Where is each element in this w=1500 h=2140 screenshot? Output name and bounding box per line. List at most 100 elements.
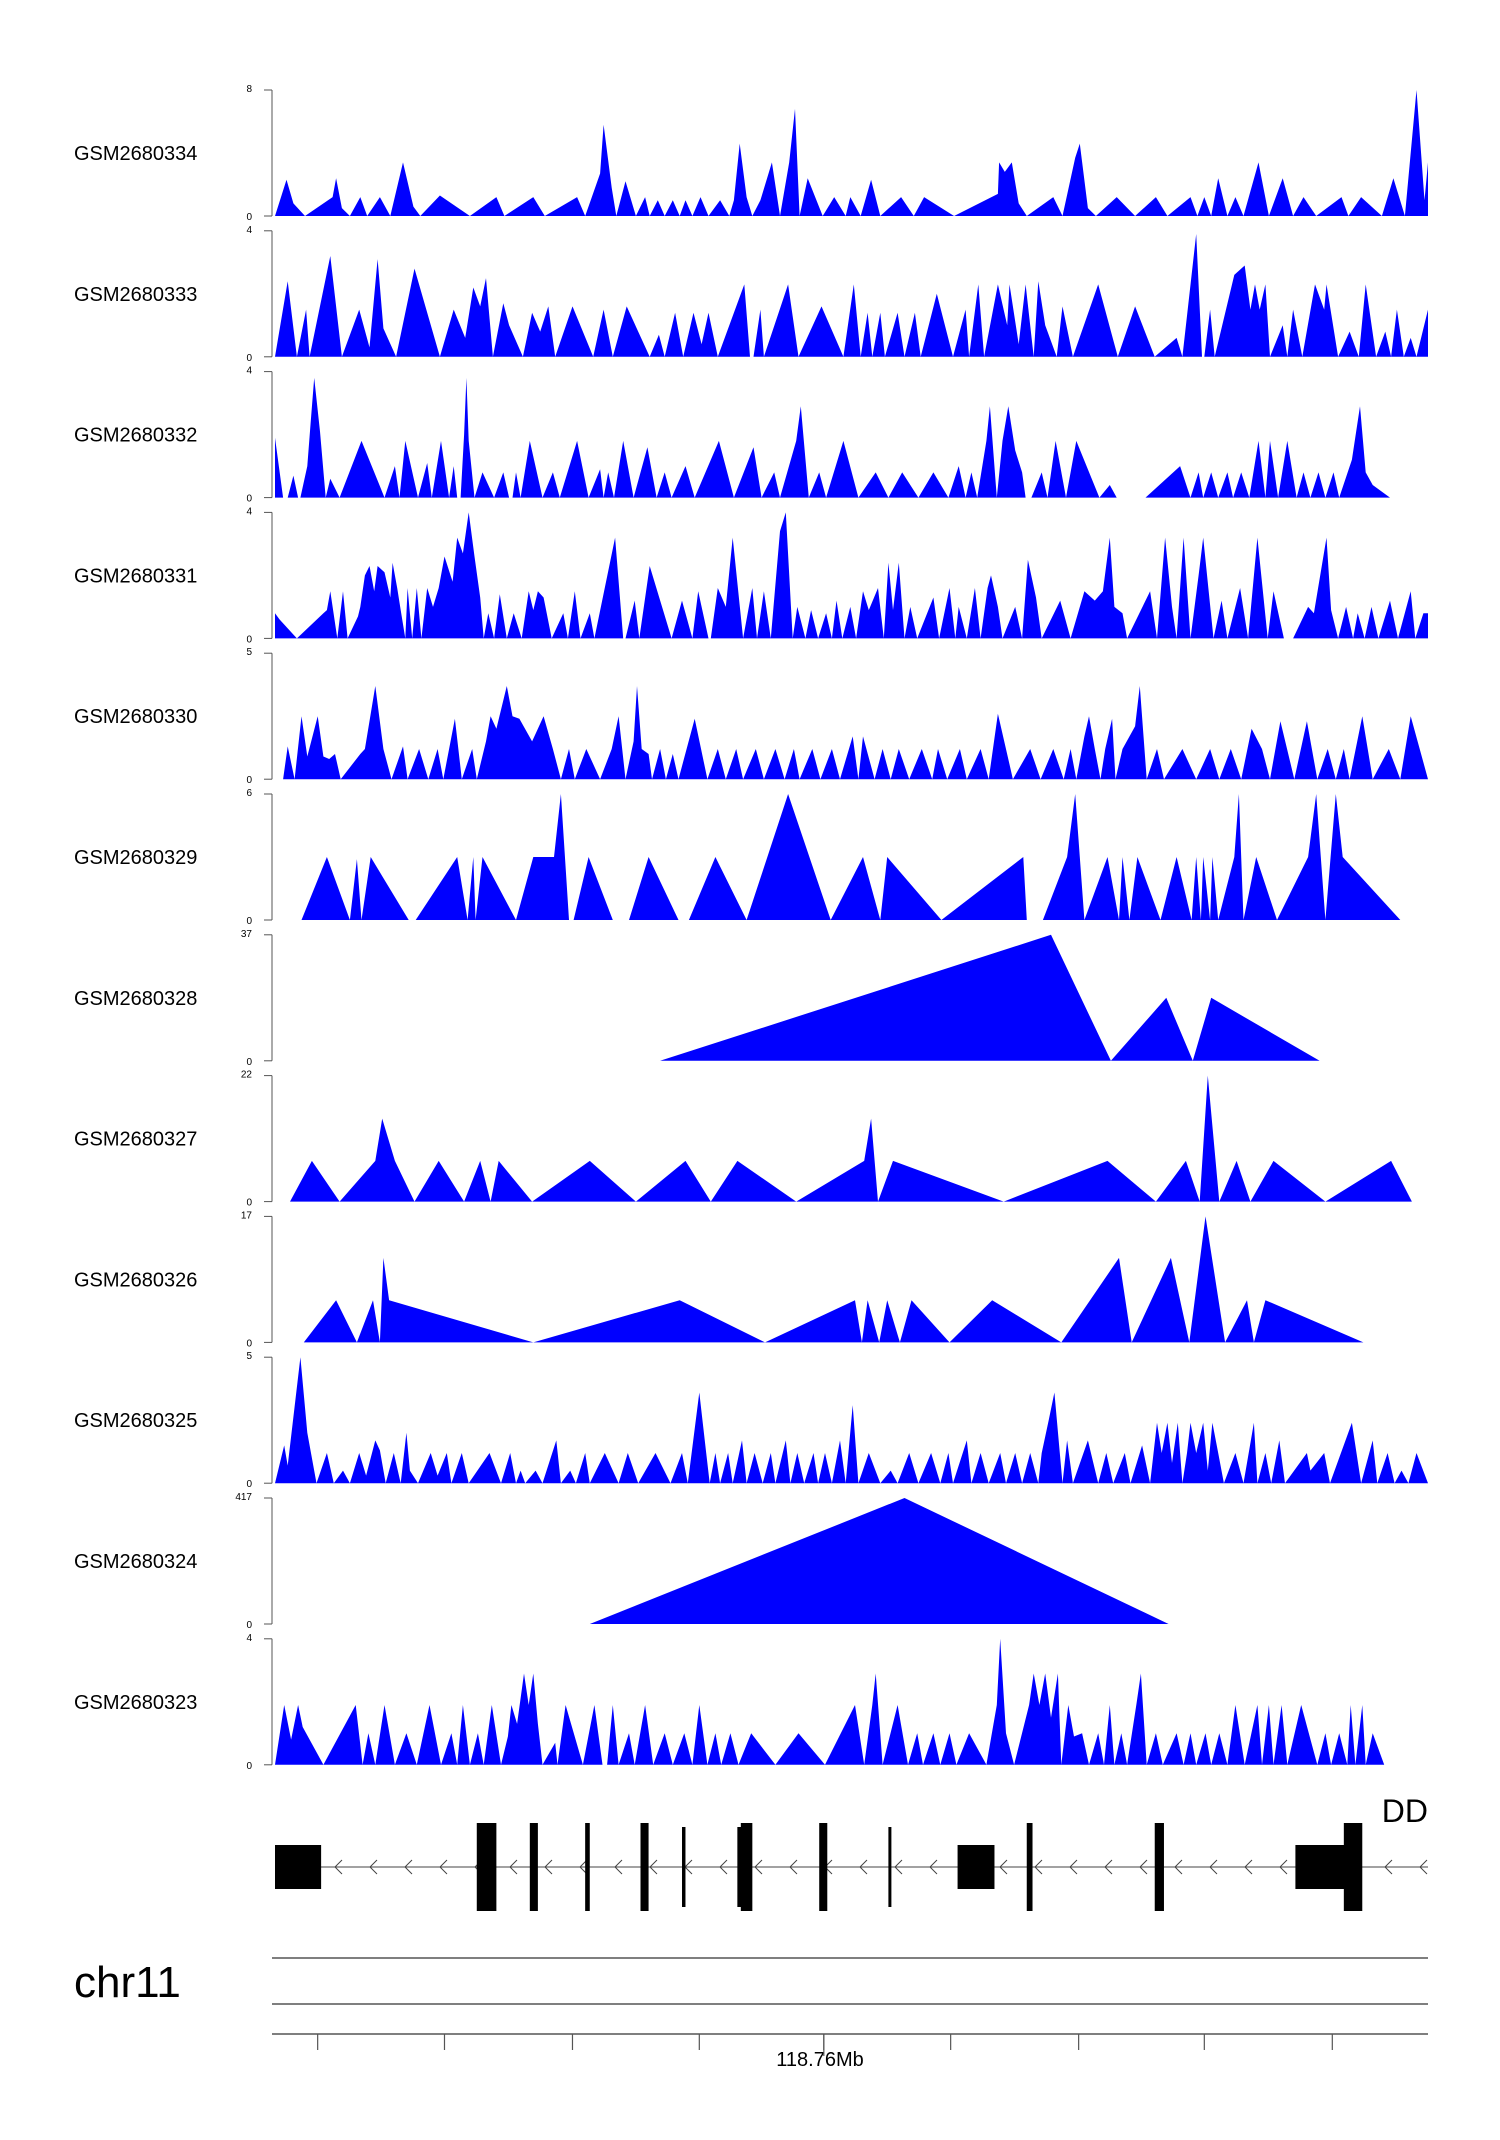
axis-tick-label: 118.76Mb [776, 2049, 863, 2071]
strand-arrow [579, 1859, 588, 1875]
track-GSM2680326: GSM2680326 17 0 [74, 1210, 1364, 1349]
strand-arrow [1209, 1859, 1218, 1875]
utr-block [957, 1845, 995, 1889]
y-min-label: 0 [246, 494, 252, 505]
exon-block [585, 1823, 590, 1911]
chromosome-track: chr11 [74, 1957, 1428, 2007]
y-min-label: 0 [246, 916, 252, 927]
track-GSM2680332: GSM2680332 4 0 [74, 366, 1423, 505]
exon-block [529, 1823, 538, 1911]
track-GSM2680331: GSM2680331 4 0 [74, 506, 1428, 645]
y-min-label: 0 [246, 1057, 252, 1068]
y-min-label: 0 [246, 634, 252, 645]
exon-block [682, 1827, 686, 1907]
track-GSM2680334: GSM2680334 8 0 [74, 84, 1428, 223]
y-max-label: 8 [246, 84, 252, 95]
track-label: GSM2680325 [74, 1410, 197, 1432]
strand-arrow [439, 1859, 448, 1875]
coverage-area [283, 686, 1429, 780]
strand-arrow [1384, 1859, 1393, 1875]
y-max-label: 417 [235, 1492, 252, 1503]
track-label: GSM2680332 [74, 425, 197, 447]
track-label: GSM2680329 [74, 847, 197, 869]
coverage-area [275, 90, 1428, 216]
coverage-area [660, 934, 1320, 1061]
strand-arrow [544, 1859, 553, 1875]
track-label: GSM2680333 [74, 284, 197, 306]
exon-block [1026, 1823, 1033, 1911]
gene-track: DD [275, 1793, 1428, 1911]
exon-block [1343, 1823, 1363, 1911]
exon-block [640, 1823, 649, 1911]
y-max-label: 17 [241, 1210, 253, 1221]
y-max-label: 22 [241, 1070, 253, 1081]
coverage-area [303, 1216, 1364, 1343]
track-GSM2680328: GSM2680328 37 0 [74, 929, 1320, 1068]
strand-arrow [1104, 1859, 1113, 1875]
track-label: GSM2680330 [74, 706, 197, 728]
strand-arrow [754, 1859, 763, 1875]
coverage-area [589, 1498, 1169, 1624]
coverage-area [275, 1357, 1428, 1484]
gene-name-label: DD [1382, 1793, 1428, 1829]
track-label: GSM2680328 [74, 988, 197, 1010]
coverage-area [301, 794, 1401, 920]
track-label: GSM2680331 [74, 565, 197, 587]
coverage-area [275, 1638, 1407, 1765]
y-max-label: 4 [246, 225, 252, 236]
exon-block [819, 1823, 828, 1911]
y-max-label: 6 [246, 788, 252, 799]
strand-arrow [1069, 1859, 1078, 1875]
track-GSM2680329: GSM2680329 6 0 [74, 788, 1401, 927]
y-min-label: 0 [246, 353, 252, 364]
y-min-label: 0 [246, 775, 252, 786]
track-label: GSM2680327 [74, 1129, 197, 1151]
strand-arrow [509, 1859, 518, 1875]
y-max-label: 4 [246, 366, 252, 377]
coverage-area [275, 234, 1428, 357]
strand-arrow [1139, 1859, 1148, 1875]
strand-arrow [859, 1859, 868, 1875]
track-GSM2680327: GSM2680327 22 0 [74, 1070, 1412, 1209]
y-max-label: 4 [246, 506, 252, 517]
y-min-label: 0 [246, 1338, 252, 1349]
track-label: GSM2680334 [74, 143, 197, 165]
track-GSM2680324: GSM2680324 417 0 [74, 1492, 1169, 1631]
strand-arrow [1279, 1859, 1288, 1875]
strand-arrow [789, 1859, 798, 1875]
strand-arrow [929, 1859, 938, 1875]
strand-arrow [999, 1859, 1008, 1875]
strand-arrow [1244, 1859, 1253, 1875]
track-label: GSM2680323 [74, 1692, 197, 1714]
coverage-area [290, 1075, 1412, 1202]
genomic-axis: 118.76Mb [272, 2033, 1428, 2071]
strand-arrow [719, 1859, 728, 1875]
strand-arrow [369, 1859, 378, 1875]
strand-arrow [614, 1859, 623, 1875]
track-GSM2680323: GSM2680323 4 0 [74, 1633, 1407, 1772]
strand-arrow [1034, 1859, 1043, 1875]
exon-block [476, 1823, 497, 1911]
chromosome-label: chr11 [74, 1958, 181, 2007]
coverage-area [275, 377, 1423, 498]
exon-block [888, 1827, 892, 1907]
strand-arrow [894, 1859, 903, 1875]
strand-arrow [404, 1859, 413, 1875]
track-GSM2680325: GSM2680325 5 0 [74, 1351, 1428, 1490]
track-label: GSM2680326 [74, 1269, 197, 1291]
track-GSM2680330: GSM2680330 5 0 [74, 647, 1429, 786]
strand-arrow [334, 1859, 343, 1875]
exon-block [737, 1827, 749, 1907]
utr-block [275, 1845, 322, 1889]
y-min-label: 0 [246, 1198, 252, 1209]
coverage-area [275, 512, 1428, 639]
y-min-label: 0 [246, 212, 252, 223]
y-min-label: 0 [246, 1761, 252, 1772]
y-max-label: 5 [246, 647, 252, 658]
y-max-label: 5 [246, 1351, 252, 1362]
coverage-tracks: GSM268033480GSM268033340GSM268033240GSM2… [74, 84, 1429, 1772]
y-min-label: 0 [246, 1620, 252, 1631]
strand-arrow [1174, 1859, 1183, 1875]
track-label: GSM2680324 [74, 1551, 197, 1573]
